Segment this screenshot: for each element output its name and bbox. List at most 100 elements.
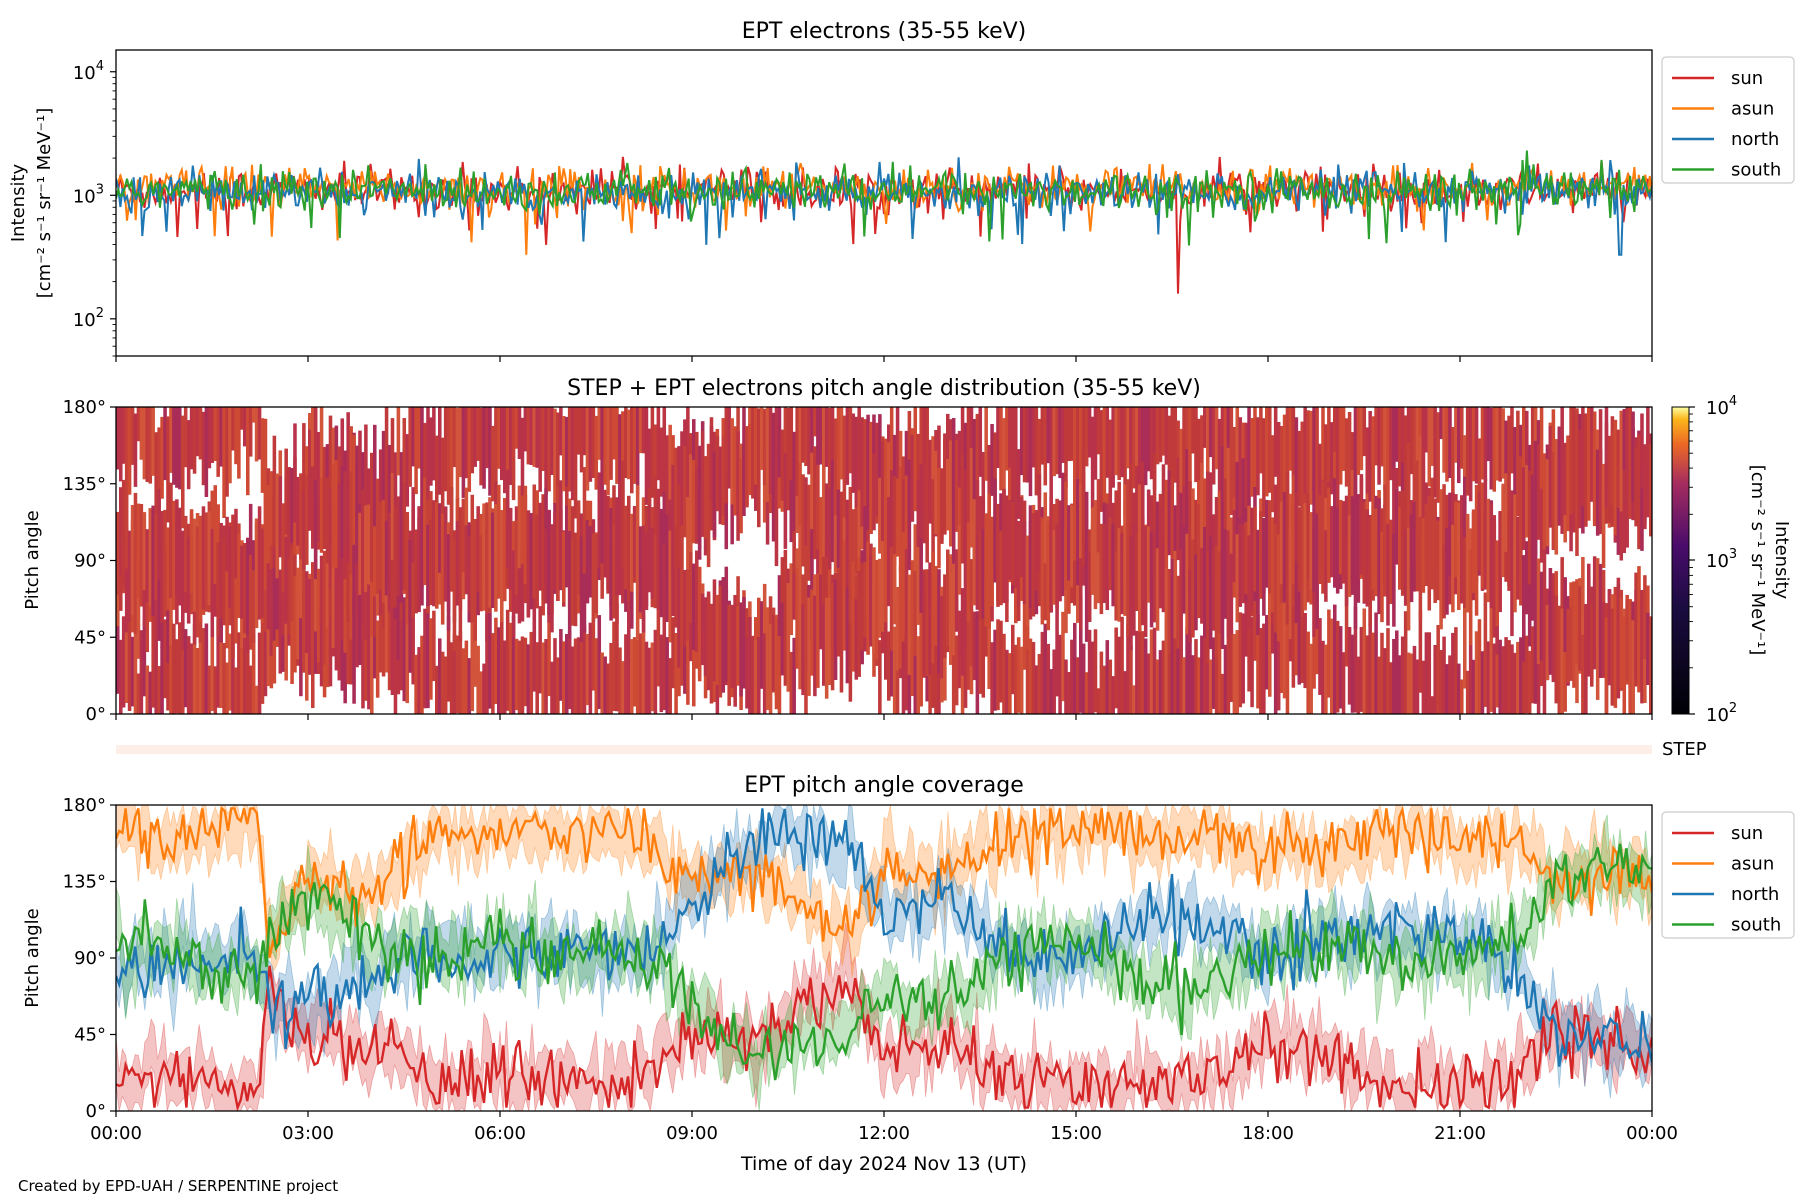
pad-cell: [491, 512, 495, 608]
pad-cell: [275, 543, 280, 630]
pad-cell: [1545, 605, 1550, 681]
pad-cell: [697, 486, 702, 560]
pad-cell: [204, 407, 209, 497]
pad-cell: [248, 407, 253, 457]
pad-cell: [1141, 407, 1145, 479]
pad-cell: [1418, 610, 1423, 693]
pad-cell: [1120, 532, 1124, 615]
pad-cell: [189, 407, 194, 470]
pad-cell: [257, 506, 262, 620]
panel4-title: EPT pitch angle coverage: [744, 773, 1024, 798]
pad-cell: [532, 599, 537, 692]
pad-cell: [774, 407, 779, 485]
pad-cell: [228, 407, 232, 484]
pad-cell: [1403, 611, 1408, 714]
pad-cell: [517, 515, 522, 624]
pad-cell: [1188, 569, 1192, 643]
pad-cell: [160, 416, 164, 499]
pad-cell: [1005, 495, 1009, 603]
pad-cell: [257, 407, 262, 460]
pad-cell: [863, 419, 867, 507]
pad-cell: [148, 508, 153, 607]
pad-cell: [1430, 407, 1435, 466]
pad-cell: [1604, 407, 1609, 508]
pad-cell: [1084, 491, 1089, 592]
pad-cell: [565, 505, 569, 588]
pad-cell: [1070, 504, 1074, 588]
colorbar-units: [cm⁻² s⁻¹ sr⁻¹ MeV⁻¹]: [1747, 465, 1768, 656]
series-line-sun: [116, 156, 1652, 294]
pad-cell: [1306, 493, 1310, 580]
pad-cell: [576, 500, 581, 595]
pad-cell: [751, 637, 755, 714]
pad-cell: [898, 467, 903, 573]
pad-cell: [405, 512, 410, 599]
pad-cell: [449, 642, 454, 714]
pad-cell: [1560, 407, 1564, 511]
pad-cell: [1034, 510, 1039, 591]
pad-cell: [1480, 407, 1485, 480]
pad-cell: [1525, 541, 1529, 615]
pad-cell: [1406, 442, 1411, 556]
pad-cell: [1433, 498, 1437, 603]
pad-cell: [1471, 407, 1476, 482]
pad-cell: [1383, 407, 1387, 491]
pad-cell: [216, 407, 220, 477]
pad-cell: [1105, 407, 1110, 478]
pad-cell: [1022, 407, 1027, 483]
pad-cell: [503, 407, 507, 494]
pad-cell: [1454, 407, 1458, 463]
pad-cell: [1374, 612, 1378, 714]
pad-cell: [833, 484, 838, 573]
pad-cell: [322, 550, 327, 665]
pad-cell: [650, 642, 655, 712]
pad-cell: [1155, 407, 1160, 465]
pad-cell: [526, 519, 531, 615]
pad-cell: [603, 656, 607, 714]
pad-cell: [1179, 492, 1183, 585]
pad-cell: [686, 407, 690, 502]
pad-cell: [1398, 507, 1402, 590]
pad-cell: [373, 424, 377, 539]
pad-cell: [987, 519, 991, 629]
pad-cell: [1164, 568, 1169, 661]
pad-cell: [1522, 555, 1526, 662]
pad-cell: [1135, 407, 1139, 484]
pad-cell: [765, 612, 770, 710]
pad-cell: [709, 426, 714, 500]
pad-cell: [432, 500, 436, 607]
pad-cell: [355, 512, 359, 616]
pad-cell: [733, 426, 737, 516]
pad-cell: [1389, 662, 1393, 714]
pad-cell: [892, 554, 897, 625]
pad-cell: [621, 661, 625, 714]
pad-cell: [792, 542, 796, 620]
pad-cell: [1191, 655, 1195, 714]
pad-cell: [1129, 645, 1133, 714]
pad-cell: [919, 407, 923, 490]
pad-cell: [340, 466, 345, 559]
pad-cell: [157, 564, 161, 641]
pad-cell: [1282, 492, 1287, 603]
pad-cell: [833, 579, 838, 680]
pad-cell: [189, 509, 194, 594]
xtick-label: 00:00: [1626, 1123, 1678, 1144]
pad-cell: [1076, 407, 1080, 479]
pad-cell: [1105, 503, 1110, 610]
pad-cell: [234, 667, 238, 714]
pad-cell: [718, 585, 723, 698]
pad-cell: [913, 570, 918, 656]
pad-cell: [1028, 505, 1033, 609]
pad-cell: [1208, 407, 1213, 458]
pad-cell: [269, 499, 274, 601]
pad-cell: [887, 631, 891, 701]
pad-cell: [807, 597, 811, 696]
pad-cell: [491, 425, 495, 502]
pad-cell: [739, 602, 743, 697]
pad-cell: [1203, 407, 1207, 448]
pad-cell: [1129, 462, 1133, 574]
pad-cell: [836, 407, 841, 490]
pad-cell: [816, 573, 820, 688]
pad-cell: [272, 567, 277, 641]
pad-cell: [680, 601, 684, 686]
